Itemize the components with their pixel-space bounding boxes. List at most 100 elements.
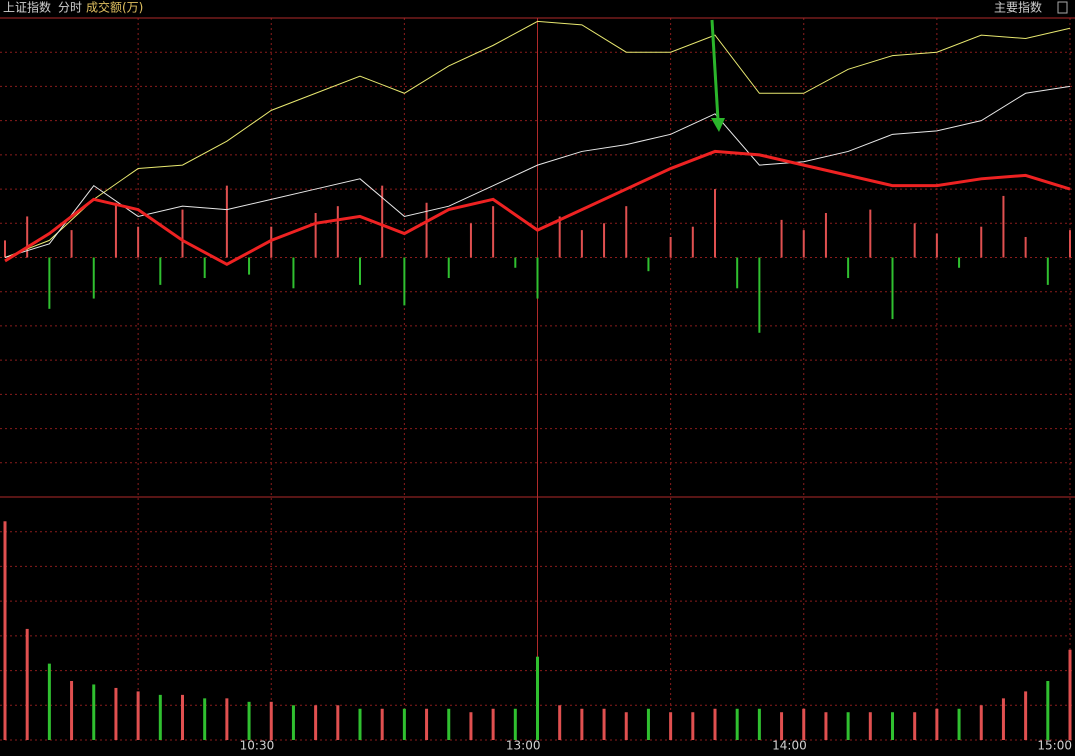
volume-bar	[669, 712, 673, 740]
flow-bar	[225, 185, 228, 258]
flow-bar	[558, 216, 561, 258]
flow-bar	[1002, 195, 1005, 258]
volume-bar	[824, 712, 828, 740]
flow-bar	[691, 226, 694, 258]
volume-bar	[380, 708, 384, 740]
volume-bar	[780, 712, 784, 740]
volume-bar	[735, 708, 739, 740]
volume-bar	[92, 684, 96, 740]
volume-bar	[425, 708, 429, 740]
flow-bar	[248, 257, 251, 275]
volume-bar	[47, 663, 51, 740]
price-line	[4, 85, 1071, 258]
flow-bar	[114, 202, 117, 258]
volume-bar	[846, 712, 850, 740]
price-line	[4, 20, 1071, 258]
volume-bar	[1068, 649, 1072, 740]
volume-bar	[291, 705, 295, 740]
flow-bar	[1069, 230, 1071, 258]
menu-button[interactable]: 主要指数	[994, 0, 1042, 15]
flow-bar	[824, 213, 827, 258]
flow-bar	[469, 223, 472, 258]
flow-bar	[4, 240, 6, 258]
volume-bar	[336, 705, 340, 740]
volume-bar	[580, 708, 584, 740]
volume-bar	[602, 708, 606, 740]
volume-bar	[402, 708, 406, 740]
volume-bar	[3, 521, 7, 740]
flow-bar	[1024, 236, 1027, 258]
volume-bar	[114, 687, 118, 740]
flow-bar	[26, 216, 29, 258]
flow-bar	[869, 209, 872, 258]
flow-bar	[935, 233, 938, 258]
volume-bar	[624, 712, 628, 740]
flow-bar	[847, 257, 850, 279]
index-title: 上证指数	[3, 0, 51, 15]
flow-bar	[314, 213, 317, 258]
flow-bar	[137, 226, 140, 258]
x-tick-label: 15:00	[1037, 739, 1072, 753]
flow-bar	[669, 236, 672, 258]
flow-bar	[425, 202, 428, 258]
volume-bar	[269, 701, 273, 740]
volume-bar	[1046, 680, 1050, 740]
volume-bar	[469, 712, 473, 740]
volume-bar	[70, 680, 74, 740]
volume-bar	[979, 705, 983, 740]
volume-bar	[757, 708, 761, 740]
indicator-label: 成交额(万)	[86, 0, 143, 15]
flow-bar	[714, 189, 716, 258]
flow-bar	[958, 257, 961, 268]
volume-bar	[1024, 691, 1028, 740]
flow-bar	[736, 257, 739, 289]
volume-bar	[225, 698, 229, 740]
volume-bar	[158, 694, 162, 740]
volume-bar	[25, 628, 29, 740]
flow-bar	[603, 223, 606, 258]
volume-bar	[913, 712, 917, 740]
flow-bar	[980, 226, 983, 258]
flow-bar	[159, 257, 162, 285]
flow-bar	[802, 230, 805, 258]
volume-bar	[957, 708, 961, 740]
flow-bar	[359, 257, 361, 285]
volume-bar	[181, 694, 184, 740]
flow-bar	[70, 230, 73, 258]
flow-bar	[403, 257, 406, 306]
flow-bar	[580, 230, 583, 258]
volume-bar	[558, 705, 562, 740]
arrow-head	[711, 118, 725, 132]
volume-bar	[868, 712, 872, 740]
flow-bar	[758, 257, 761, 333]
volume-bar	[491, 708, 495, 740]
volume-bar	[247, 701, 251, 740]
flow-bar	[336, 206, 339, 258]
flow-bar	[492, 206, 495, 258]
volume-bar	[513, 708, 517, 740]
volume-bar	[691, 712, 695, 740]
flow-bar	[514, 257, 517, 268]
volume-bar	[447, 708, 451, 740]
flow-bar	[647, 257, 650, 272]
x-tick-label: 10:30	[240, 739, 275, 753]
volume-bar	[891, 712, 894, 740]
flow-bar	[447, 257, 450, 279]
menu-icon[interactable]	[1057, 1, 1068, 14]
flow-bar	[381, 185, 384, 258]
volume-bar	[713, 708, 717, 740]
volume-bar	[358, 708, 362, 740]
volume-bar	[1001, 698, 1005, 740]
mode-label: 分时	[58, 1, 82, 15]
flow-bar	[913, 223, 916, 258]
flow-bar	[48, 257, 51, 309]
arrow-shaft	[710, 19, 720, 121]
volume-bar	[314, 705, 318, 740]
flow-bar	[92, 257, 95, 299]
flow-bar	[181, 209, 184, 258]
volume-bar	[536, 656, 539, 740]
flow-bar	[270, 226, 273, 258]
x-tick-label: 13:00	[506, 739, 541, 753]
